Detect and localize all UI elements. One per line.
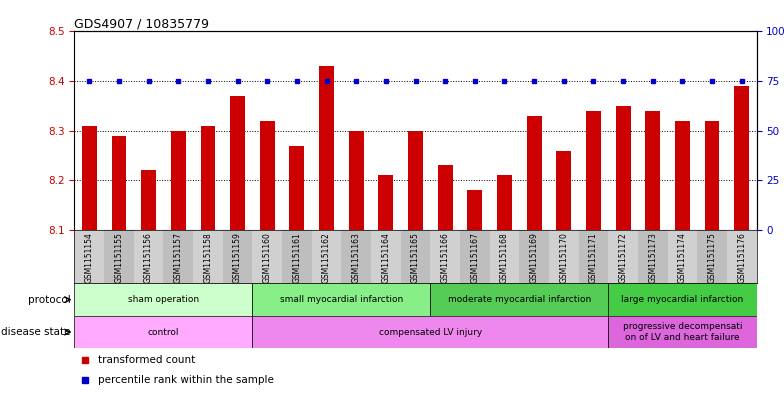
Text: GSM1151169: GSM1151169 — [530, 233, 539, 283]
Bar — [312, 230, 341, 283]
Bar — [193, 230, 223, 283]
Bar — [371, 230, 401, 283]
Bar — [171, 130, 186, 230]
Text: GSM1151166: GSM1151166 — [441, 233, 450, 283]
Bar — [430, 230, 460, 283]
Bar — [615, 106, 630, 230]
Text: GSM1151161: GSM1151161 — [292, 233, 301, 283]
Text: control: control — [147, 328, 180, 336]
Text: GSM1151155: GSM1151155 — [114, 233, 123, 283]
Bar — [201, 126, 216, 230]
Bar — [519, 230, 549, 283]
Bar — [608, 230, 638, 283]
Bar — [282, 230, 312, 283]
Bar — [349, 130, 364, 230]
Bar — [675, 121, 690, 230]
Bar — [437, 165, 452, 230]
Text: GSM1151173: GSM1151173 — [648, 233, 657, 283]
Text: GSM1151176: GSM1151176 — [737, 233, 746, 283]
Bar — [727, 230, 757, 283]
Bar — [319, 66, 334, 230]
Text: transformed count: transformed count — [98, 355, 195, 365]
Bar — [557, 151, 572, 230]
Text: percentile rank within the sample: percentile rank within the sample — [98, 375, 274, 386]
Bar — [260, 121, 274, 230]
Text: GSM1151163: GSM1151163 — [352, 233, 361, 283]
Bar — [467, 190, 482, 230]
Text: GSM1151154: GSM1151154 — [85, 233, 94, 283]
Text: GSM1151162: GSM1151162 — [322, 233, 331, 283]
Text: GSM1151171: GSM1151171 — [589, 233, 598, 283]
Bar — [638, 230, 668, 283]
Text: progressive decompensati
on of LV and heart failure: progressive decompensati on of LV and he… — [622, 322, 742, 342]
Bar — [735, 86, 750, 230]
Text: small myocardial infarction: small myocardial infarction — [280, 295, 403, 304]
Bar — [74, 283, 252, 316]
Bar — [223, 230, 252, 283]
Bar — [497, 175, 512, 230]
Text: GSM1151164: GSM1151164 — [381, 233, 390, 283]
Bar — [579, 230, 608, 283]
Text: GSM1151158: GSM1151158 — [203, 233, 212, 283]
Bar — [668, 230, 697, 283]
Text: GDS4907 / 10835779: GDS4907 / 10835779 — [74, 17, 209, 30]
Bar — [527, 116, 542, 230]
Text: GSM1151172: GSM1151172 — [619, 233, 628, 283]
Text: GSM1151175: GSM1151175 — [708, 233, 717, 283]
Bar — [252, 316, 608, 348]
Bar — [401, 230, 430, 283]
Bar — [74, 316, 252, 348]
Bar — [289, 145, 304, 230]
Text: sham operation: sham operation — [128, 295, 199, 304]
Text: moderate myocardial infarction: moderate myocardial infarction — [448, 295, 591, 304]
Bar — [74, 230, 104, 283]
Bar — [549, 230, 579, 283]
Text: GSM1151160: GSM1151160 — [263, 233, 272, 283]
Text: protocol: protocol — [27, 295, 71, 305]
Text: GSM1151156: GSM1151156 — [144, 233, 153, 283]
Bar — [430, 283, 608, 316]
Bar — [490, 230, 519, 283]
Bar — [252, 230, 282, 283]
Text: GSM1151174: GSM1151174 — [678, 233, 687, 283]
Bar — [697, 230, 727, 283]
Bar — [163, 230, 193, 283]
Text: GSM1151170: GSM1151170 — [559, 233, 568, 283]
Bar — [111, 136, 126, 230]
Bar — [460, 230, 490, 283]
Text: GSM1151165: GSM1151165 — [411, 233, 420, 283]
Text: GSM1151159: GSM1151159 — [233, 233, 242, 283]
Text: compensated LV injury: compensated LV injury — [379, 328, 482, 336]
Text: GSM1151167: GSM1151167 — [470, 233, 479, 283]
Bar — [586, 111, 601, 230]
Bar — [230, 96, 245, 230]
Text: large myocardial infarction: large myocardial infarction — [621, 295, 743, 304]
Bar — [608, 316, 757, 348]
Bar — [134, 230, 163, 283]
Bar — [252, 283, 430, 316]
Bar — [379, 175, 394, 230]
Text: GSM1151168: GSM1151168 — [500, 233, 509, 283]
Bar — [82, 126, 96, 230]
Bar — [705, 121, 720, 230]
Bar — [141, 170, 156, 230]
Bar — [645, 111, 660, 230]
Bar — [104, 230, 134, 283]
Text: disease state: disease state — [1, 327, 71, 337]
Bar — [408, 130, 423, 230]
Bar — [341, 230, 371, 283]
Text: GSM1151157: GSM1151157 — [174, 233, 183, 283]
Bar — [608, 283, 757, 316]
